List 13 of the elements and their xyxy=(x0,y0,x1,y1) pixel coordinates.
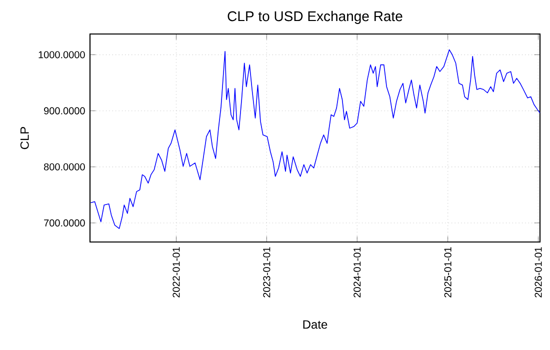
y-tick-label: 700.0000 xyxy=(44,219,85,226)
y-tick-label: 1000.0000 xyxy=(38,51,85,58)
x-tick-label: 2023-01-01 xyxy=(263,247,270,298)
y-tick-label: 900.0000 xyxy=(44,107,85,114)
x-tick-label: 2022-01-01 xyxy=(172,247,180,298)
y-axis-title: CLP xyxy=(20,126,29,150)
x-tick-label: 2024-01-01 xyxy=(354,247,361,298)
line-series xyxy=(90,49,540,229)
x-tick-label: 2025-01-01 xyxy=(444,247,452,298)
y-tick-label: 800.0000 xyxy=(44,163,85,170)
x-axis-title: Date xyxy=(303,320,328,329)
chart-title: CLP to USD Exchange Rate xyxy=(228,10,402,24)
x-tick-label: 2026-01-01 xyxy=(534,247,542,298)
